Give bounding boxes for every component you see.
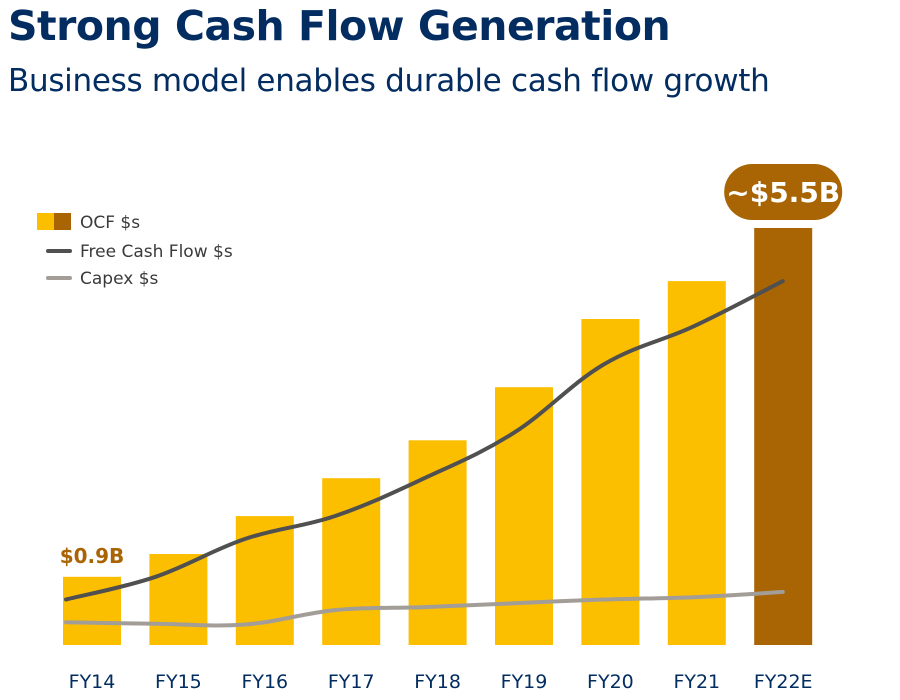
ocf-bar-fy20 — [581, 319, 640, 645]
legend-label-free-cash-flow: Free Cash Flow $s — [80, 242, 233, 262]
ocf-bar-fy17 — [322, 478, 381, 645]
x-tick-fy15: FY15 — [155, 671, 202, 693]
page-subtitle: Business model enables durable cash flow… — [8, 63, 770, 99]
ocf-bars — [63, 228, 813, 645]
badge-fy22e — [724, 164, 843, 220]
free-cash-flow-line — [64, 279, 785, 602]
x-tick-fy16: FY16 — [241, 671, 288, 693]
x-tick-fy17: FY17 — [328, 671, 375, 693]
chart-annotations: $0.9B ~$5.5B — [60, 164, 843, 568]
ocf-bar-fy21 — [667, 281, 726, 645]
legend-label-ocf: OCF $s — [80, 213, 140, 233]
x-tick-fy18: FY18 — [414, 671, 461, 693]
capex-line — [64, 589, 785, 628]
ocf-bar-fy18 — [408, 440, 467, 645]
legend-label-capex: Capex $s — [80, 269, 159, 289]
data-label-fy14: $0.9B — [60, 544, 125, 568]
ocf-bar-fy22e — [754, 228, 813, 645]
x-tick-fy19: FY19 — [501, 671, 548, 693]
page-title: Strong Cash Flow Generation — [8, 2, 671, 50]
chart-legend: OCF $s Free Cash Flow $s Capex $s — [37, 213, 233, 289]
x-tick-fy20: FY20 — [587, 671, 634, 693]
x-tick-fy22e: FY22E — [754, 671, 813, 693]
x-axis-tick-labels: FY14 FY15 FY16 FY17 FY18 FY19 FY20 FY21 FY22E — [69, 671, 813, 693]
badge-label-fy22e: ~$5.5B — [726, 176, 840, 209]
x-tick-fy14: FY14 — [69, 671, 116, 693]
series-lines — [64, 279, 785, 628]
legend-swatch-ocf-estimate — [54, 213, 71, 230]
x-tick-fy21: FY21 — [673, 671, 720, 693]
legend-swatch-ocf — [37, 213, 54, 230]
